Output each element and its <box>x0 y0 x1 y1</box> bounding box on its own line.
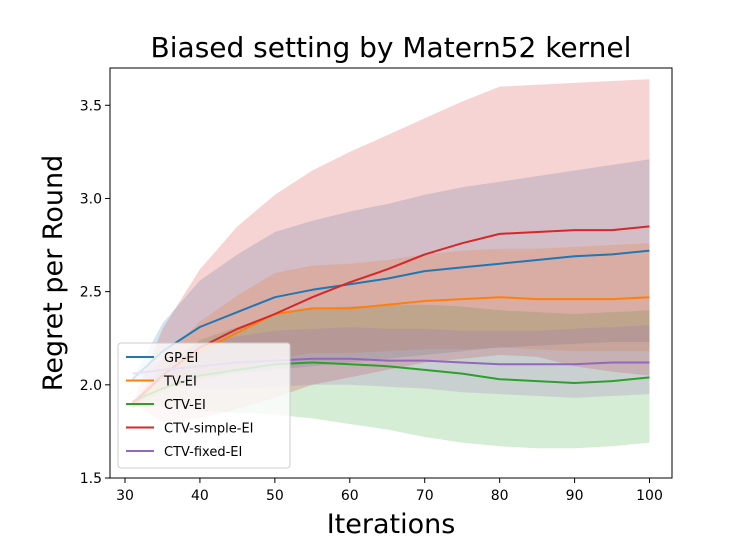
band-ctv-simple-ei <box>132 79 650 423</box>
x-tick-label: 50 <box>266 488 284 504</box>
x-tick-label: 40 <box>191 488 209 504</box>
plot-frame <box>109 67 673 479</box>
x-axis-ticks: 30 40 50 60 70 80 90 100 <box>116 478 663 504</box>
y-tick-label: 2.0 <box>80 378 102 394</box>
legend-label-ctv-simple-ei: CTV-simple-EI <box>164 422 254 437</box>
x-tick-label: 90 <box>566 488 584 504</box>
y-tick-label: 3.0 <box>80 191 102 207</box>
legend-label-ctv-ei: CTV-EI <box>164 398 206 413</box>
legend-label-ctv-fixed-ei: CTV-fixed-EI <box>164 445 242 460</box>
y-tick-label: 1.5 <box>80 471 102 487</box>
x-tick-label: 30 <box>116 488 134 504</box>
y-tick-label: 3.5 <box>80 98 102 114</box>
legend-label-tv-ei: TV-EI <box>163 375 197 390</box>
y-axis-label: Regret per Round <box>38 155 69 391</box>
y-axis-ticks: 1.5 2.0 2.5 3.0 3.5 <box>80 98 110 487</box>
legend: GP-EI TV-EI CTV-EI CTV-simple-EI CTV-fixed-E… <box>117 342 291 469</box>
line-gp-ei <box>131 249 650 380</box>
legend-box <box>117 342 291 469</box>
band-tv-ei <box>132 243 650 408</box>
y-tick-label: 2.5 <box>80 285 102 301</box>
x-tick-label: 70 <box>416 488 434 504</box>
x-tick-label: 100 <box>636 488 663 504</box>
line-ctv-simple-ei <box>131 225 650 405</box>
chart-title: Biased setting by Matern52 kernel <box>151 31 632 64</box>
legend-label-gp-ei: GP-EI <box>164 351 198 366</box>
x-tick-label: 60 <box>341 488 359 504</box>
band-gp-ei <box>132 159 650 380</box>
x-axis-label: Iterations <box>327 509 456 540</box>
x-tick-label: 80 <box>491 488 509 504</box>
